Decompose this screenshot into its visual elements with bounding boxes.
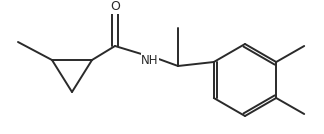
Text: NH: NH	[141, 53, 159, 66]
Text: O: O	[110, 1, 120, 14]
